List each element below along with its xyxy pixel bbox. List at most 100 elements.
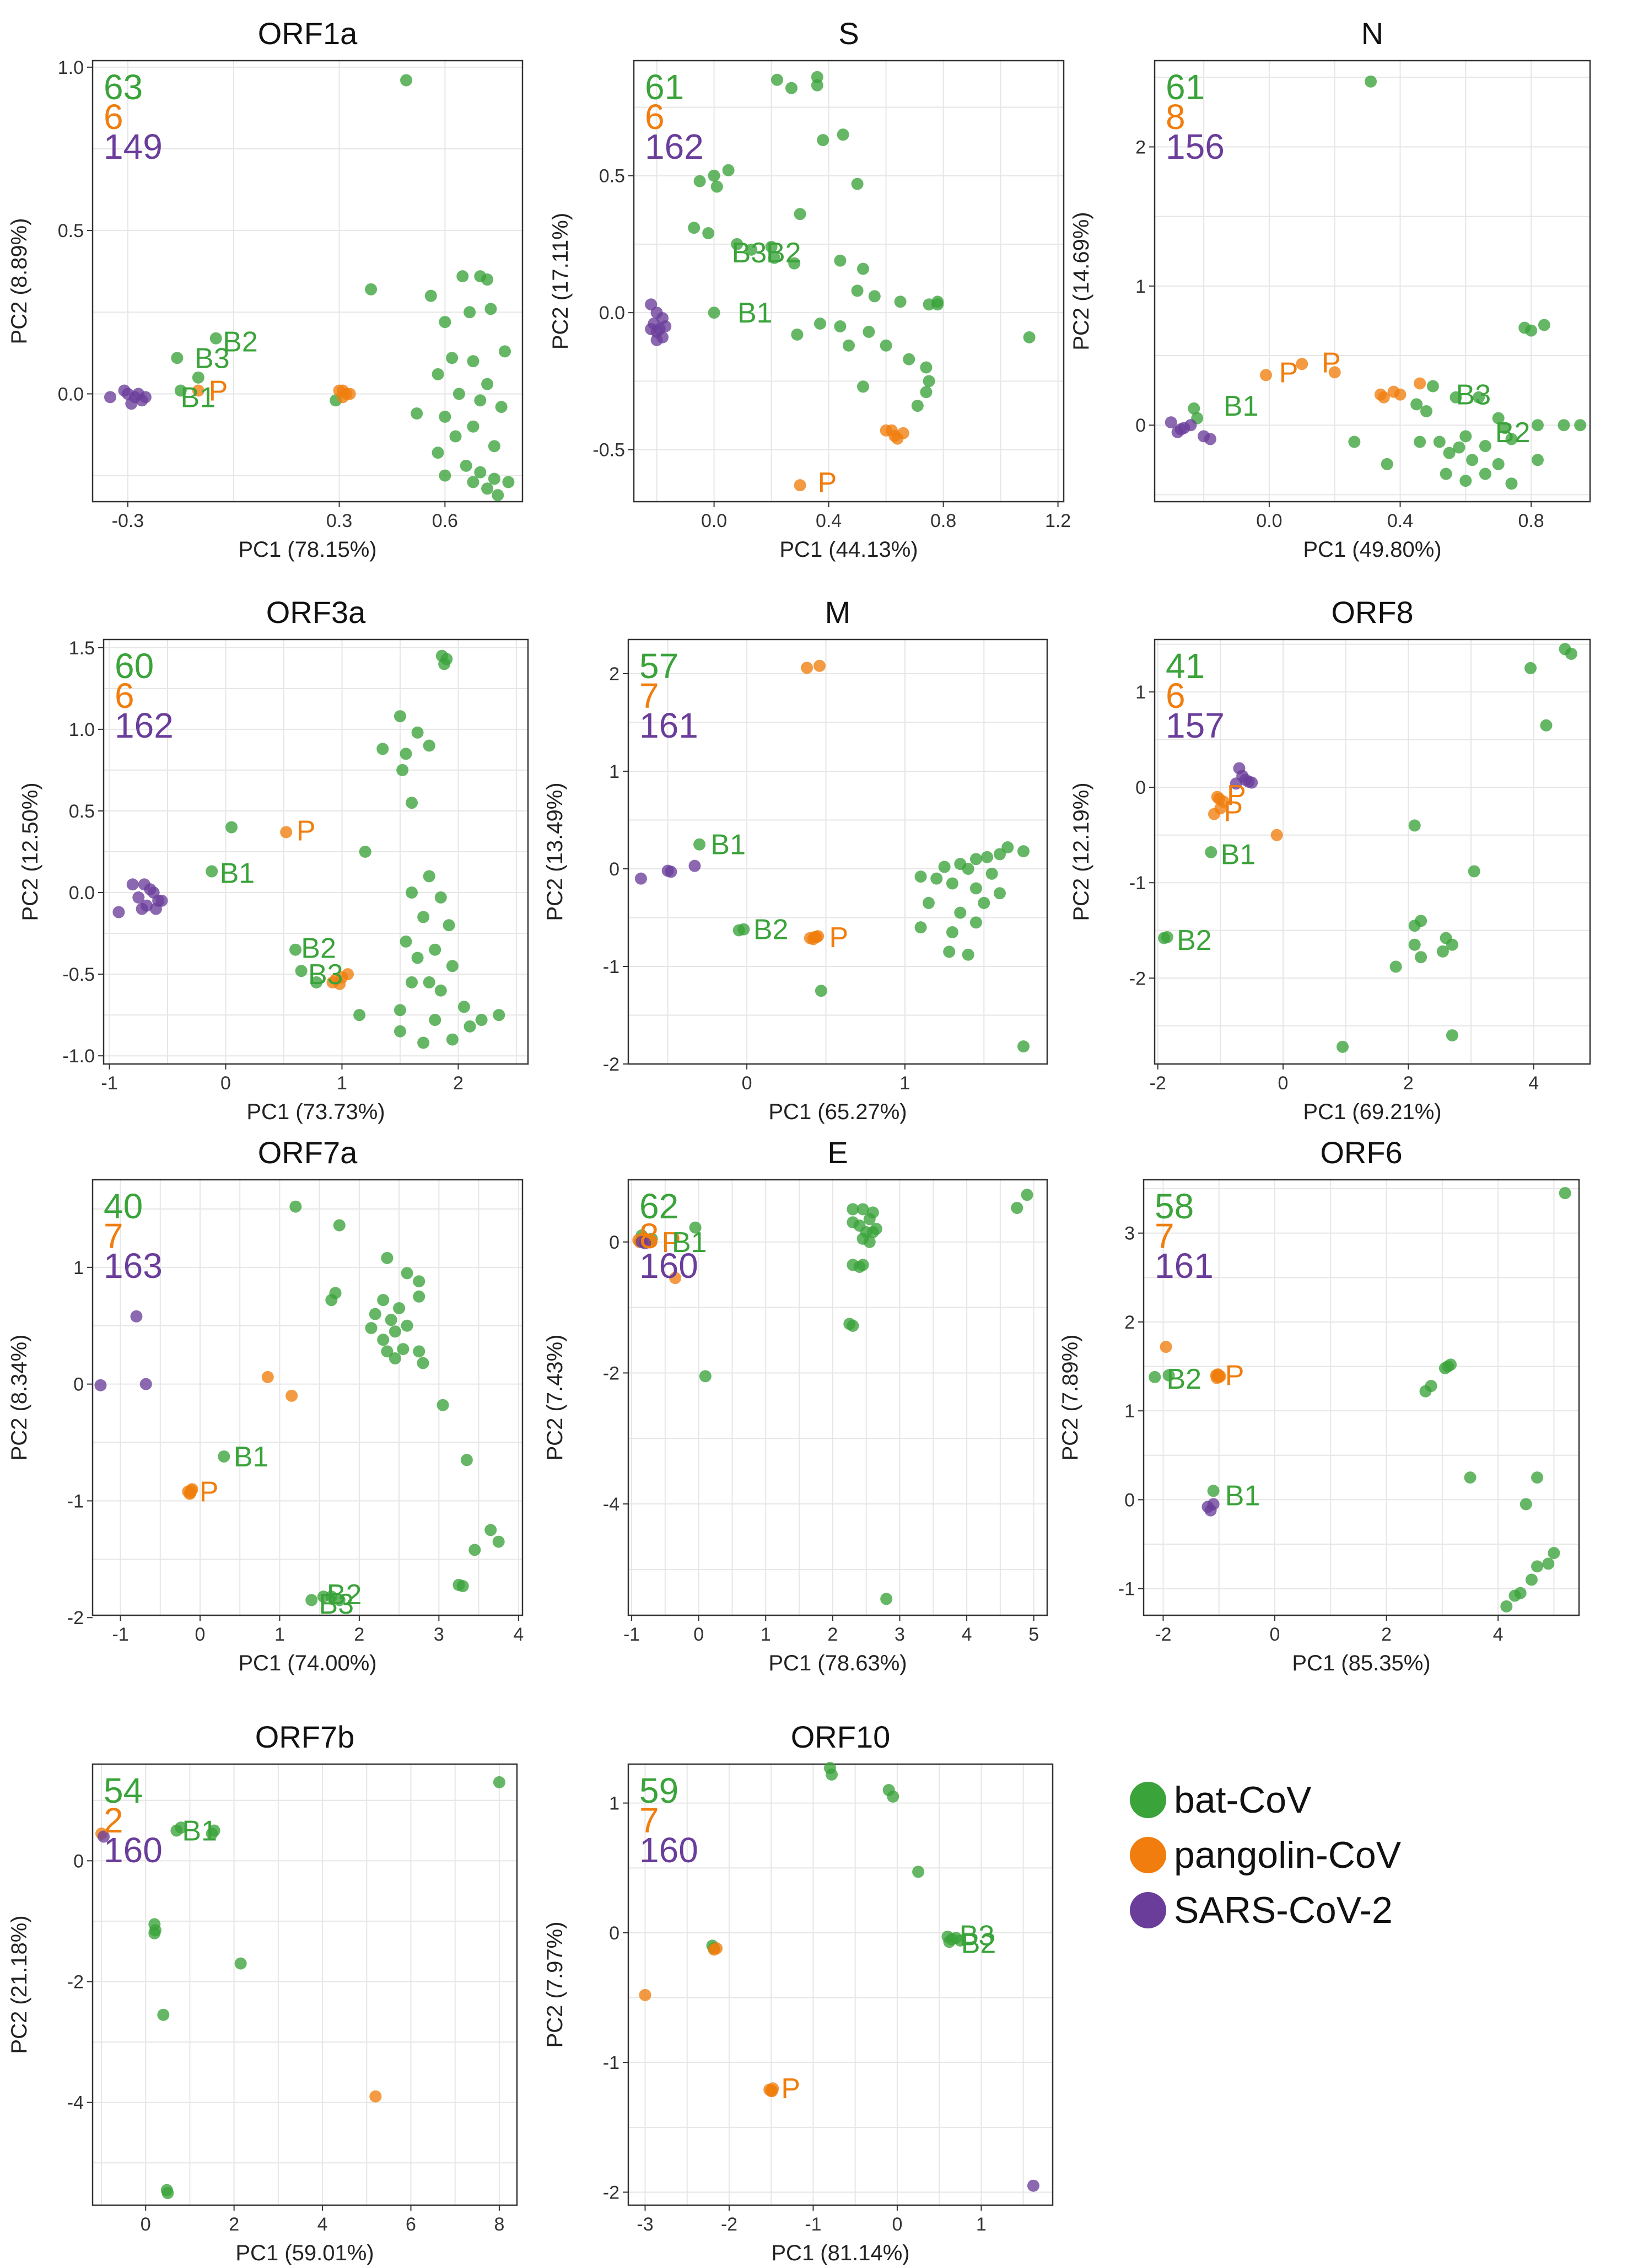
gridlines bbox=[93, 1180, 522, 1615]
data-point-bat bbox=[171, 352, 184, 364]
data-point-bat bbox=[903, 353, 915, 366]
count-pangolin: 6 bbox=[645, 97, 665, 137]
x-axis-label: PC1 (49.80%) bbox=[1303, 538, 1441, 562]
data-point-bat bbox=[1508, 1589, 1521, 1602]
data-point-bat bbox=[1505, 477, 1518, 490]
x-axis-label: PC1 (73.73%) bbox=[246, 1100, 385, 1124]
data-point-pangolin bbox=[708, 1943, 720, 1956]
data-point-bat bbox=[492, 1535, 505, 1548]
data-point-pangolin bbox=[813, 659, 826, 672]
x-tick-label: 0 bbox=[220, 1073, 231, 1094]
data-point-bat bbox=[423, 870, 435, 883]
pangolin-swatch bbox=[1130, 1837, 1166, 1873]
gridlines bbox=[104, 639, 528, 1064]
data-point-bat bbox=[432, 447, 444, 459]
data-point-bat bbox=[1205, 846, 1217, 858]
data-point-bat bbox=[385, 1314, 397, 1326]
data-point-pangolin bbox=[285, 1389, 298, 1402]
data-point-bat bbox=[206, 865, 218, 878]
y-tick-label: -4 bbox=[603, 1494, 619, 1515]
y-tick-label: 0 bbox=[609, 1232, 619, 1253]
data-point-bat bbox=[745, 243, 758, 256]
plot-area bbox=[93, 1764, 517, 2205]
plot-area bbox=[93, 1180, 522, 1615]
x-axis-label: PC1 (59.01%) bbox=[235, 2241, 374, 2265]
x-tick-label: 0.0 bbox=[701, 510, 727, 531]
count-pangolin: 7 bbox=[104, 1216, 123, 1256]
data-point-bat bbox=[437, 1399, 449, 1411]
data-point-pangolin bbox=[888, 429, 901, 442]
data-point-bat bbox=[417, 1036, 430, 1049]
x-tick-label: 0.4 bbox=[816, 510, 842, 531]
data-point-bat bbox=[737, 923, 750, 936]
data-point-bat bbox=[1415, 951, 1427, 964]
data-point-bat bbox=[946, 877, 958, 890]
count-bat: 63 bbox=[104, 67, 143, 107]
data-point-bat bbox=[880, 1593, 893, 1605]
data-point-bat bbox=[825, 1768, 838, 1781]
data-point-sars bbox=[139, 391, 152, 404]
point-label: B2 bbox=[223, 326, 258, 358]
point-label: B1 bbox=[182, 1815, 217, 1847]
data-point-bat bbox=[381, 1251, 394, 1264]
y-tick-label: 2 bbox=[1135, 137, 1146, 158]
data-point-bat bbox=[837, 128, 849, 141]
data-point-bat bbox=[1559, 1187, 1571, 1200]
chart-title: N bbox=[1361, 16, 1383, 51]
legend-label-sars: SARS-CoV-2 bbox=[1174, 1889, 1393, 1931]
data-point-pangolin bbox=[1414, 377, 1426, 390]
data-point-bat bbox=[157, 2008, 170, 2021]
x-axis-label: PC1 (65.27%) bbox=[768, 1100, 907, 1124]
data-point-pangolin bbox=[336, 391, 349, 404]
point-label: B2 bbox=[753, 914, 789, 946]
gridlines bbox=[1155, 639, 1590, 1064]
data-point-pangolin bbox=[369, 2090, 382, 2103]
x-tick-label: 4 bbox=[1493, 1624, 1504, 1645]
data-point-bat bbox=[693, 838, 706, 851]
count-bat: 41 bbox=[1166, 646, 1205, 686]
count-bat: 61 bbox=[1166, 67, 1205, 107]
data-point-bat bbox=[369, 1308, 381, 1320]
data-point-bat bbox=[771, 73, 783, 86]
data-point-pangolin bbox=[326, 976, 339, 988]
x-tick-label: 2 bbox=[1381, 1624, 1392, 1645]
data-point-bat bbox=[481, 482, 494, 495]
data-point-bat bbox=[429, 943, 441, 956]
data-point-bat bbox=[1419, 1385, 1432, 1398]
point-label: P bbox=[209, 375, 228, 407]
data-point-bat bbox=[492, 489, 504, 502]
data-point-bat bbox=[1558, 419, 1570, 432]
data-point-bat bbox=[943, 945, 956, 958]
count-pangolin: 2 bbox=[104, 1801, 123, 1840]
x-tick-label: 2 bbox=[1403, 1073, 1414, 1094]
data-point-bat bbox=[446, 352, 459, 364]
point-label: B1 bbox=[1224, 390, 1259, 422]
data-point-bat bbox=[1443, 447, 1456, 459]
data-point-bat bbox=[484, 1524, 497, 1536]
data-point-bat bbox=[406, 976, 418, 988]
data-point-bat bbox=[457, 1001, 470, 1013]
data-point-pangolin bbox=[1213, 792, 1226, 805]
point-label: B1 bbox=[710, 829, 746, 861]
data-point-bat bbox=[1337, 1040, 1349, 1053]
data-point-bat bbox=[1446, 1029, 1458, 1042]
data-point-bat bbox=[460, 1454, 473, 1466]
data-point-bat bbox=[894, 295, 907, 308]
data-point-bat bbox=[310, 976, 323, 988]
data-point-bat bbox=[397, 1343, 410, 1356]
data-point-bat bbox=[1381, 458, 1393, 470]
x-axis-label: PC1 (69.21%) bbox=[1303, 1100, 1441, 1124]
plot-area bbox=[628, 1764, 1053, 2205]
x-tick-label: 2 bbox=[229, 2214, 239, 2235]
gridlines bbox=[634, 61, 1064, 502]
data-point-bat bbox=[400, 74, 413, 87]
data-point-bat bbox=[1426, 380, 1439, 393]
chart-title: E bbox=[827, 1135, 848, 1170]
y-tick-label: -2 bbox=[603, 1054, 619, 1075]
plot-frame bbox=[91, 1179, 524, 1616]
chart-title: M bbox=[825, 595, 851, 630]
